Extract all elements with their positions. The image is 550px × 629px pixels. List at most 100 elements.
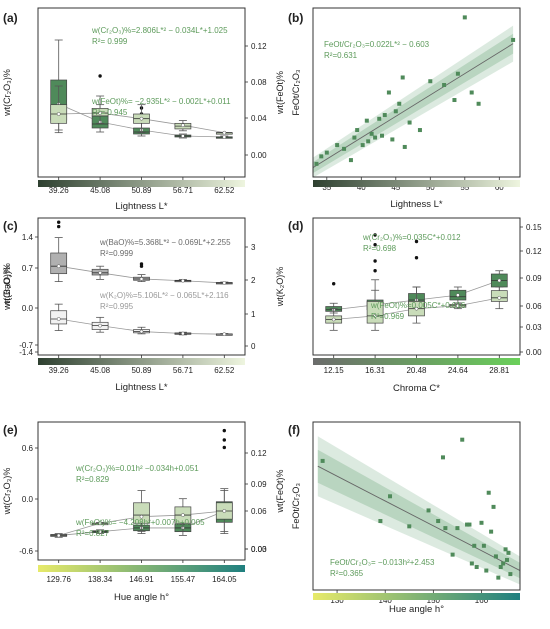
scatter-point [352,135,357,140]
mean-marker [456,303,460,308]
mean-marker [222,509,227,513]
mean-marker [456,293,460,297]
mean-marker [373,314,377,318]
x-tick-label: 62.52 [214,186,235,195]
panel-label: (d) [288,219,303,233]
mean-marker [497,295,502,300]
scatter-point [382,113,387,118]
x-tick-label: 146.91 [129,575,154,584]
equation-text: FeOt/Cr₂O₃= −0.013h²+2.453 [330,558,435,567]
scatter-point [428,79,433,84]
r-squared-text: R²=0.827 [76,529,110,538]
y-tick-label-left: -1.4 [19,348,33,357]
scatter-point [397,101,402,106]
outlier-point [222,428,226,433]
mean-marker [222,281,227,285]
x-tick-label: 50.89 [131,186,152,195]
r-squared-text: R²=0.698 [363,244,397,253]
scatter-point [417,128,422,133]
scatter-point [377,116,382,121]
r-squared-text: R²=0.995 [100,302,134,311]
mean-marker [222,332,227,337]
r-squared-text: R²=0.829 [76,475,110,484]
colorbar [313,358,520,365]
scatter-point [506,550,511,555]
scatter-point [335,143,340,148]
scatter-point [390,137,395,142]
y-axis-title-left: wt(Cr₂O₃)% [2,69,12,117]
x-tick-label: 20.48 [406,366,427,375]
scatter-point [380,133,384,138]
mean-marker [98,529,102,534]
x-axis-title: Hue angle h° [114,592,169,603]
x-axis-title: Chroma C* [393,383,440,394]
x-axis-title: Lightness L* [390,199,443,210]
scatter-point [476,101,481,106]
x-tick-label: 140 [379,596,393,605]
scatter-point [455,71,460,76]
y-axis-title-left: wt(BaO)% [2,266,12,308]
x-tick-label: 55 [460,183,469,192]
outlier-point [57,224,61,229]
scatter-point [503,547,508,552]
scatter-point [393,109,398,114]
r-squared-text: R²=0.999 [100,249,134,258]
scatter-point [450,552,455,557]
equation-text: w(FeOt)%= −4.208h²+0.007h+0.005 [75,518,205,527]
equation-text: FeOt/Cr₂O₃=0.022L*² − 0.603 [324,40,430,49]
mean-marker [222,130,227,135]
equation-text: w(K₂O)%=5.106L*² − 0.065L*+2.116 [99,291,229,300]
panel-b: (b) 35 40 45 50 55 60 Lightness L* FeOt/Cr₂O₃ FeO… [288,7,521,210]
y-tick-label-right: 0.09 [526,274,542,283]
x-tick-label: 50 [426,183,435,192]
scatter-point [442,82,447,87]
y-tick-label-right: 0.00 [251,151,267,160]
outlier-point [139,264,144,268]
y-tick-label-left: 0.6 [22,444,34,453]
x-axis-title: Hue angle h° [389,604,444,615]
panel-d: (d) 12.15 16.31 20.48 24.64 28.81 Chroma C* wt(… [2,217,542,394]
scatter-point [443,526,448,531]
x-tick-label: 60 [495,183,504,192]
scatter-point [314,161,319,166]
x-tick-label: 45 [391,183,400,192]
x-tick-label: 138.34 [88,575,113,584]
panel-label: (b) [288,11,303,25]
mean-marker [181,513,185,517]
x-tick-label: 160 [475,596,489,605]
mean-marker [331,317,336,322]
box [133,502,150,524]
x-tick-label: 50.89 [131,366,152,375]
scatter-point [440,455,445,460]
box [50,252,68,275]
x-tick-label: 24.64 [448,366,469,375]
colorbar [313,593,520,600]
outlier-point [373,243,377,247]
scatter-point [436,519,441,524]
mean-marker [222,135,227,139]
fit-line [317,465,521,571]
y-tick-label-left: -0.7 [19,341,33,350]
panel-c: (c) 39.26 45.08 50.89 56.71 62.52 Lightness L*… [2,217,285,393]
scatter-point [452,98,457,103]
outlier-point [373,269,377,273]
mean-marker [56,112,61,116]
box [366,301,384,324]
equation-text: w(BaO)%=5.368L*² − 0.069L*+2.255 [99,238,231,247]
panel-label: (c) [3,219,18,233]
y-tick-label-right: 0 [251,342,256,351]
confidence-band [317,449,520,579]
mean-marker [98,270,102,275]
y-tick-label-right: 0.06 [251,507,267,516]
panel-label: (a) [3,11,18,25]
y-tick-label-right: 3 [251,243,256,252]
y-tick-label-right: 0.12 [251,42,267,51]
scatter-point [364,118,369,123]
y-axis-title: FeOt/Cr₂O₃ [291,69,301,115]
plot-frame [312,7,521,178]
equation-text: w(FeOt)%= −2.935L*² − 0.002L*+0.011 [91,97,231,106]
x-tick-label: 35 [322,183,331,192]
y-tick-label-left: 1.4 [22,233,34,242]
scatter-point [324,150,329,155]
